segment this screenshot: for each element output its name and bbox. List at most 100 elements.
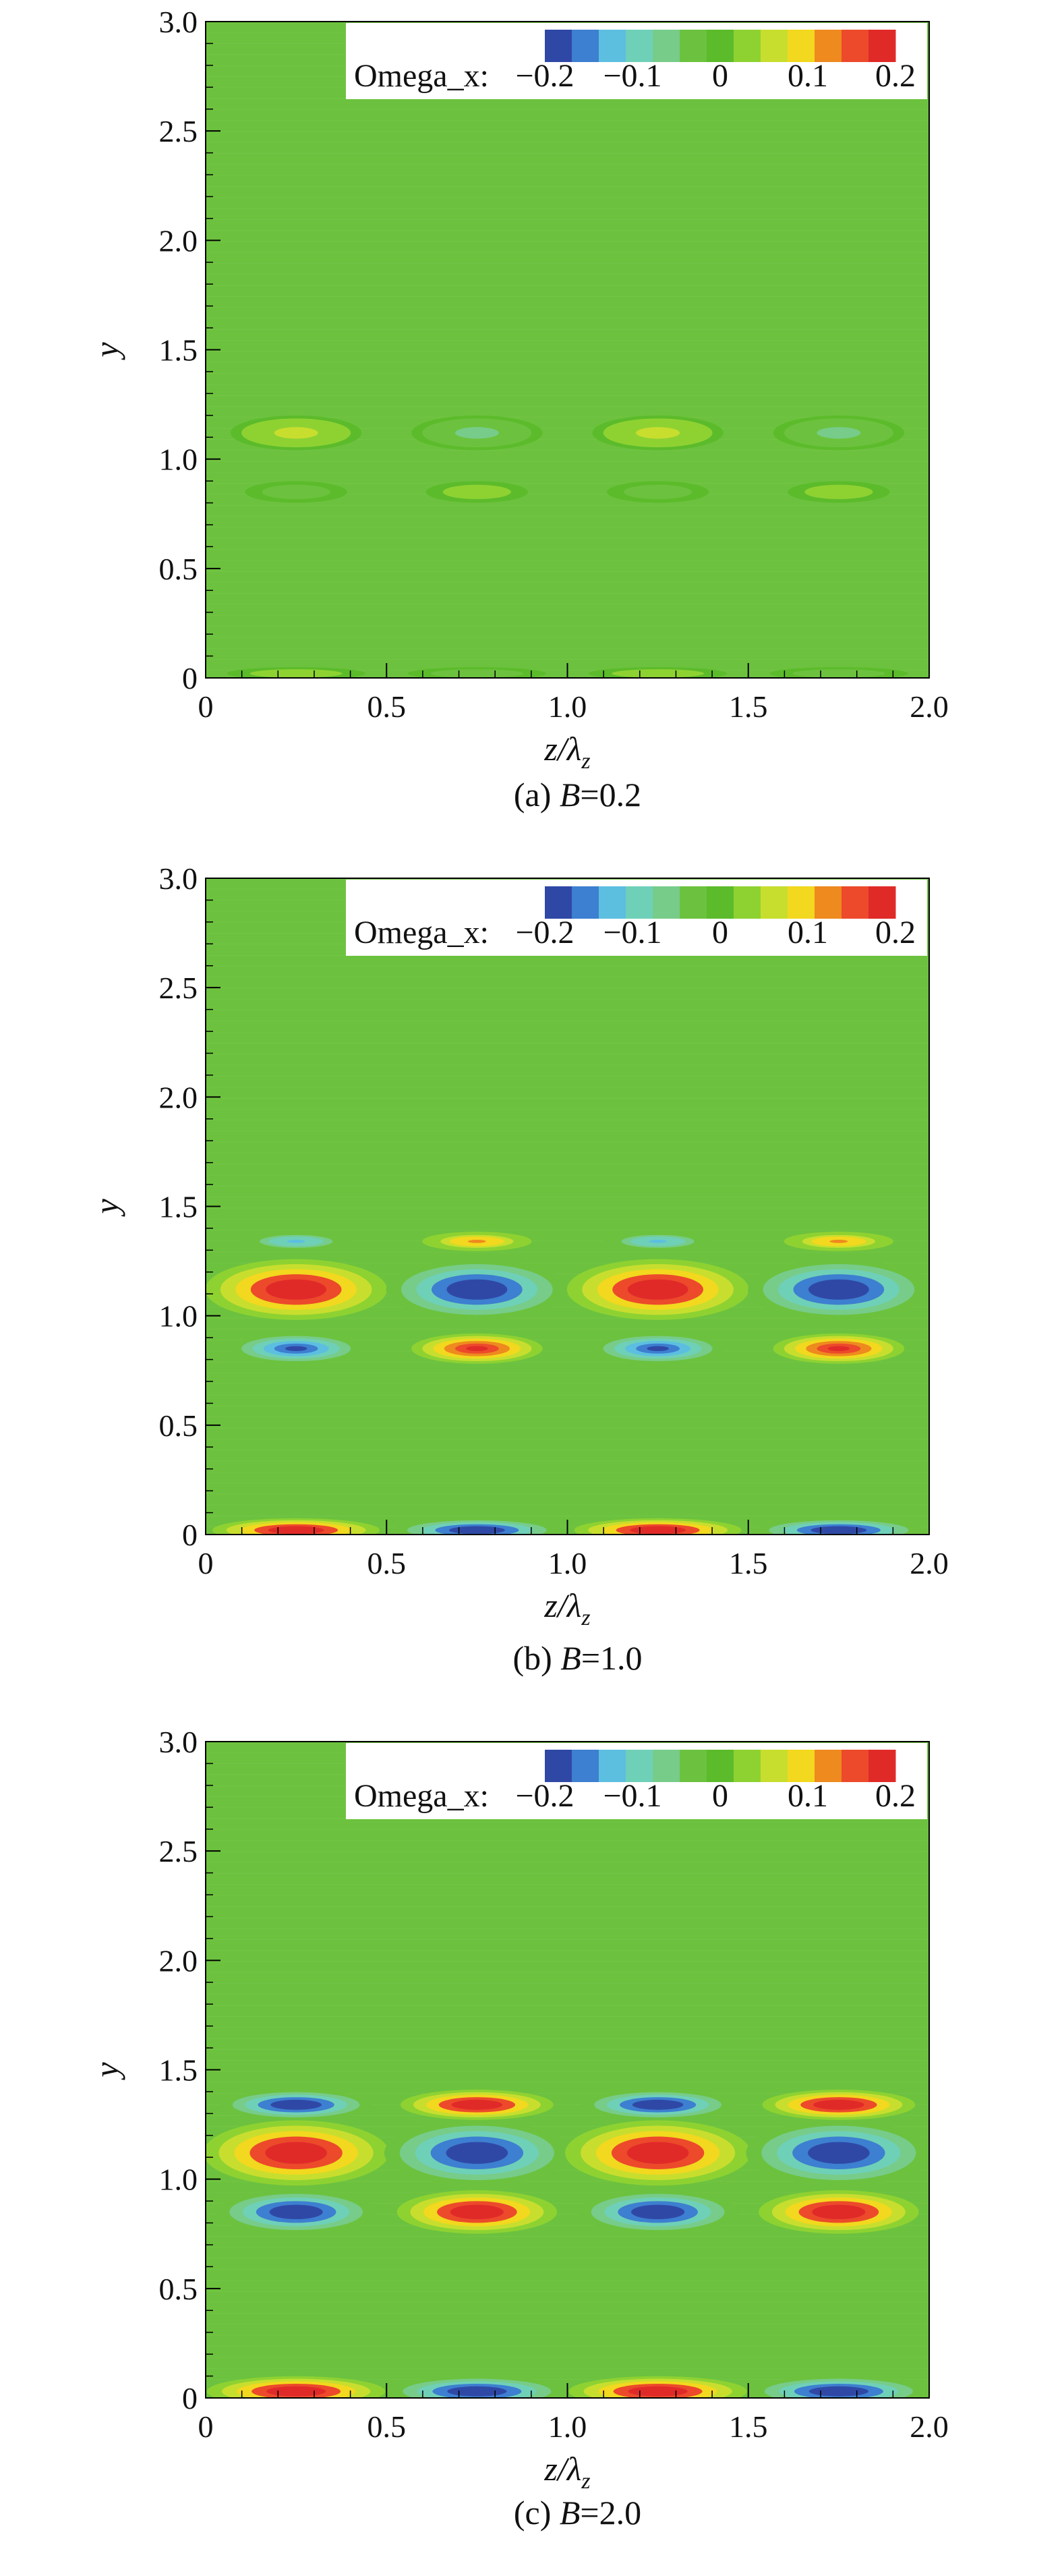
contour-level	[825, 2102, 852, 2108]
contour-level	[285, 1346, 307, 1352]
x-tick-label: 2.0	[910, 1546, 949, 1580]
contour-level	[465, 672, 489, 675]
vortex-structure	[425, 481, 529, 503]
contour-level	[823, 2388, 854, 2395]
colorbar-segment	[707, 886, 734, 919]
vortex-structure	[216, 2190, 376, 2234]
colorbar-segment	[680, 1750, 707, 1782]
vortex-structure	[386, 1259, 568, 1320]
colorbar-tick-label: 0.2	[875, 1778, 916, 1814]
contour-level	[643, 1528, 672, 1533]
colorbar-segment	[815, 1750, 842, 1782]
x-tick-label: 1.5	[729, 2409, 768, 2444]
contour-level	[645, 2102, 671, 2108]
colorbar-segment	[545, 30, 572, 62]
colorbar-segment	[707, 1750, 734, 1782]
x-axis-label: z/λz	[543, 1586, 590, 1630]
vortex-structure	[788, 481, 890, 503]
colorbar-segment	[545, 1750, 572, 1782]
colorbar-segment	[815, 30, 842, 62]
y-tick-label: 1.0	[159, 2163, 198, 2197]
contour-level	[281, 2388, 312, 2395]
colorbar-tick-label: 0	[712, 1778, 728, 1814]
legend-label: Omega_x:	[354, 1778, 489, 1814]
colorbar-tick-label: 0	[712, 58, 728, 94]
colorbar-tick-label: 0	[712, 915, 728, 950]
y-tick-label: 1.5	[159, 2053, 198, 2088]
contour-level	[466, 430, 488, 436]
vortex-structure	[606, 481, 709, 503]
colorbar-tick-label: 0.2	[875, 58, 916, 94]
vortex-structure	[230, 416, 362, 451]
plot-area	[206, 878, 929, 1535]
colorbar-segment	[599, 1750, 626, 1782]
contour-level	[825, 2208, 852, 2216]
colorbar-segment	[788, 886, 815, 919]
vortex-structure	[388, 2376, 566, 2398]
vortex-structure	[773, 416, 905, 451]
x-tick-label: 0.5	[367, 1546, 407, 1580]
vortex-structure	[574, 1518, 742, 1535]
contour-level	[830, 490, 848, 494]
contour-level	[649, 490, 667, 494]
contour-level	[823, 2147, 854, 2158]
contour-level	[466, 1346, 488, 1352]
vortex-structure	[396, 2190, 558, 2234]
contour-level	[644, 2208, 672, 2216]
vortex-structure	[589, 667, 728, 678]
colorbar-segment	[680, 886, 707, 919]
colorbar-segment	[761, 30, 788, 62]
vortex-structure	[566, 1259, 749, 1320]
y-tick-label: 2.5	[159, 1834, 198, 1868]
vortex-structure	[773, 1333, 905, 1364]
vortex-structure	[227, 667, 365, 678]
y-tick-label: 0.5	[159, 552, 198, 586]
vortex-structure	[206, 1259, 387, 1320]
vortex-structure	[219, 2089, 373, 2120]
colorbar-segment	[653, 1750, 680, 1782]
vortex-structure	[749, 2376, 928, 2398]
vortex-structure	[207, 2376, 386, 2398]
y-tick-label: 0	[182, 661, 198, 695]
y-tick-label: 3.0	[159, 1725, 198, 1759]
colorbar-segment	[626, 1750, 653, 1782]
contour-level	[461, 1284, 492, 1295]
contour-level	[282, 1528, 310, 1533]
y-axis-label: y	[88, 2062, 125, 2081]
x-tick-label: 0	[198, 2409, 214, 2444]
x-tick-label: 0	[198, 689, 214, 724]
x-tick-label: 2.0	[910, 2409, 949, 2444]
contour-level	[827, 430, 850, 436]
contour-level	[642, 2147, 674, 2158]
y-tick-label: 3.0	[159, 861, 198, 896]
y-tick-label: 2.5	[159, 971, 198, 1005]
x-tick-label: 1.0	[548, 2409, 587, 2444]
colorbar-segment	[734, 1750, 761, 1782]
vortex-structure	[565, 2120, 751, 2186]
vortex-structure	[245, 481, 347, 503]
vortex-structure	[230, 1333, 362, 1364]
colorbar-segment	[842, 30, 869, 62]
colorbar-segment	[572, 30, 599, 62]
colorbar-tick-label: −0.2	[515, 58, 574, 94]
vortex-structure	[581, 2089, 734, 2120]
x-tick-label: 0.5	[367, 689, 407, 724]
contour-level	[467, 1240, 486, 1243]
contour-level	[823, 1284, 854, 1295]
contour-level	[647, 1346, 669, 1352]
vortex-structure	[212, 1518, 380, 1535]
colorbar-tick-label: 0.2	[875, 915, 916, 950]
y-tick-label: 0	[182, 1518, 198, 1552]
legend-label: Omega_x:	[354, 915, 489, 950]
y-tick-label: 1.5	[159, 1190, 198, 1224]
colorbar-segment	[815, 886, 842, 919]
colorbar-segment	[842, 886, 869, 919]
panel-c: 0 0.5 1.0 1.5 2.0 0 0.5 1.0 1.5 2.0 2.5 3.0 z/λz y Ome…	[0, 1720, 1062, 2576]
vortex-structure	[401, 2089, 554, 2120]
y-tick-label: 0	[182, 2381, 198, 2415]
y-tick-label: 1.0	[159, 442, 198, 477]
x-tick-label: 1.5	[729, 689, 768, 724]
y-axis-label: y	[88, 342, 125, 361]
colorbar-segment	[680, 30, 707, 62]
y-tick-label: 1.0	[159, 1299, 198, 1334]
